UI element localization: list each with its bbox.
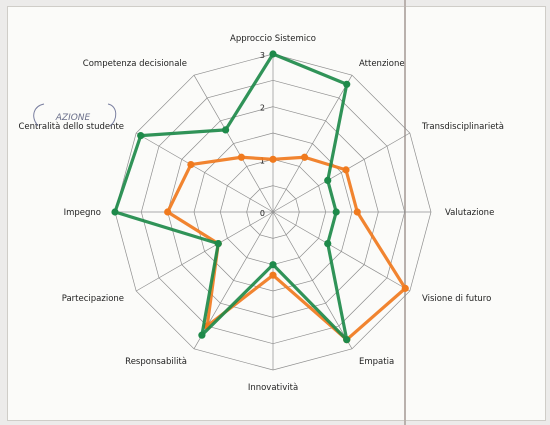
grid-spoke: [272, 211, 353, 350]
handwritten-annotation: AZIONE: [33, 103, 117, 127]
data-point: [401, 284, 409, 292]
tick-label: 2: [260, 104, 265, 113]
radial-tick-labels: 0 1 2 3: [260, 51, 265, 218]
axis-label: Visione di futuro: [422, 294, 491, 304]
tick-label: 3: [260, 51, 265, 60]
data-point: [237, 153, 245, 161]
data-point: [324, 240, 332, 248]
series-group: [111, 50, 351, 344]
series-group: [164, 153, 409, 344]
data-point: [269, 50, 277, 58]
data-point: [342, 166, 350, 174]
axis-label: Responsabilità: [125, 357, 187, 367]
data-point: [343, 80, 351, 88]
data-point: [187, 161, 195, 169]
data-point: [137, 132, 145, 140]
data-point: [343, 336, 351, 344]
grid-spoke: [135, 211, 274, 292]
axis-label: Partecipazione: [62, 294, 124, 304]
data-point: [269, 261, 277, 269]
axis-labels: Approccio Sistemico Attenzione Transdiscip…: [19, 34, 504, 393]
axis-label: Transdisciplinarietà: [421, 122, 504, 132]
data-point: [269, 155, 277, 163]
paper-sheet: [7, 6, 546, 421]
page-fold-line: [404, 0, 406, 425]
grid-spoke: [272, 211, 411, 292]
data-point: [332, 208, 340, 216]
series-line: [113, 52, 349, 342]
data-point: [222, 126, 230, 134]
axis-label: Impegno: [64, 208, 101, 218]
grid-spoke: [272, 132, 411, 213]
radar-series: [111, 50, 409, 344]
data-point: [111, 208, 119, 216]
grid-spoke: [135, 132, 274, 213]
data-point: [269, 271, 277, 279]
series-line: [166, 155, 407, 342]
annotation-text: AZIONE: [55, 113, 91, 123]
radar-grid: [114, 53, 432, 371]
axis-label: Innovatività: [248, 383, 298, 393]
axis-label: Competenza decisionale: [83, 59, 187, 69]
data-point: [353, 208, 361, 216]
axis-label: Attenzione: [359, 59, 405, 69]
data-point: [198, 331, 206, 339]
tick-label: 0: [260, 209, 265, 218]
grid-spoke: [193, 74, 274, 213]
data-point: [214, 240, 222, 248]
tick-label: 1: [260, 156, 265, 165]
data-point: [301, 153, 309, 161]
axis-label: Centralità dello studente: [19, 122, 125, 132]
axis-label: Approccio Sistemico: [230, 34, 316, 44]
data-point: [324, 176, 332, 184]
axis-label: Empatia: [359, 357, 394, 367]
axis-label: Valutazione: [445, 208, 494, 218]
grid-spoke: [272, 74, 353, 213]
data-point: [164, 208, 172, 216]
